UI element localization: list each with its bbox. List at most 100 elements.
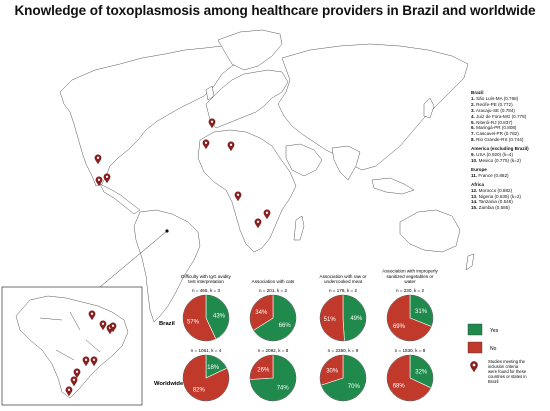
location-item: 1. São Luís-MA (0.768) bbox=[471, 96, 550, 102]
legend-yes-label: Yes bbox=[490, 328, 499, 334]
pie-label-yes: 31% bbox=[415, 309, 428, 315]
map-pin-icon bbox=[254, 218, 262, 229]
figure-title: Knowledge of toxoplasmosis among healthc… bbox=[14, 3, 536, 18]
location-text: Morocco (0.882) bbox=[477, 187, 513, 193]
pie-n-label: n = 1061, k = 4 bbox=[191, 348, 222, 353]
pie-label-yes: 66% bbox=[279, 323, 292, 329]
legend-yes-swatch bbox=[467, 323, 483, 336]
location-item: 8. Rio Grande-RS (0.744) bbox=[471, 137, 550, 143]
location-number: 3. bbox=[471, 107, 475, 113]
location-group-title: Europe bbox=[471, 166, 487, 172]
pie-n-label: n = 178, k = 2 bbox=[329, 288, 358, 293]
legend-pin-label: Studies meeting the inclusion criteria wer… bbox=[488, 359, 527, 384]
location-text: Aracaju-SE (0.784) bbox=[474, 107, 515, 113]
location-text: Nigeria (0.535) (k=2) bbox=[477, 193, 521, 199]
location-text: Recife-PE (0.772) bbox=[474, 101, 513, 107]
map-pin-icon bbox=[82, 356, 90, 367]
legend-pin-icon bbox=[470, 361, 478, 373]
location-item: 14. Tanzania (0.548) bbox=[471, 199, 550, 205]
map-pin-icon bbox=[90, 356, 98, 367]
location-number: 2. bbox=[471, 101, 475, 107]
row-label-brazil: Brazil bbox=[159, 321, 175, 327]
location-text: Rio Grande-RS (0.744) bbox=[474, 137, 524, 143]
inset-connector-dot bbox=[165, 229, 169, 233]
pie-label-yes: 32% bbox=[415, 369, 428, 375]
map-pin-icon bbox=[263, 209, 271, 220]
location-item: 4. Juiz de Fora-MG (0.778) bbox=[471, 114, 550, 120]
location-text: Mexico (0.775) (k=2) bbox=[477, 157, 521, 163]
pie-n-label: n = 1830, k = 8 bbox=[395, 348, 426, 353]
pie-label-no: 57% bbox=[187, 319, 200, 325]
legend-no-label: No bbox=[490, 346, 497, 352]
brazil-inset-shape bbox=[15, 295, 129, 399]
pie-n-label: n = 2350, k = 9 bbox=[328, 348, 359, 353]
pie-label-yes: 70% bbox=[348, 384, 361, 390]
row-label-worldwide: Worldwide bbox=[154, 381, 184, 387]
location-number: 5. bbox=[471, 119, 475, 125]
pie-label-no: 30% bbox=[326, 369, 339, 375]
location-number: 6. bbox=[471, 125, 475, 131]
map-pin-icon bbox=[99, 320, 107, 331]
location-text: Cascavel-PR (0.782) bbox=[474, 131, 519, 137]
australia-shape bbox=[399, 209, 461, 253]
map-pin-icon bbox=[88, 310, 96, 321]
map-pin-icon bbox=[227, 141, 235, 152]
location-text: USA (0.920) (k=4) bbox=[474, 152, 514, 158]
location-text: Niterói-RJ (0.837) bbox=[474, 119, 513, 125]
japan-shape bbox=[423, 97, 435, 119]
pie-label-no: 34% bbox=[255, 310, 268, 316]
madagascar-shape bbox=[293, 215, 305, 241]
uk-shape bbox=[205, 85, 215, 101]
location-text: Maringá-PR (0.808) bbox=[474, 125, 517, 131]
map-pin-icon bbox=[202, 139, 210, 150]
pie-n-label: n = 230, k = 2 bbox=[396, 288, 425, 293]
location-number: 11. bbox=[471, 172, 478, 178]
location-item: 10. Mexico (0.775) (k=2) bbox=[471, 158, 550, 164]
arabia-shape bbox=[285, 143, 323, 177]
pie-column-title: Difficulty with IgG avidity test interpre… bbox=[181, 274, 231, 284]
location-number: 10. bbox=[471, 157, 478, 163]
central-america-shape bbox=[99, 183, 141, 215]
pie-n-label: n = 201, k = 2 bbox=[259, 288, 288, 293]
location-text: Tanzania (0.548) bbox=[477, 199, 513, 205]
south-america-shape bbox=[133, 209, 201, 323]
pie-label-yes: 43% bbox=[213, 313, 226, 319]
india-shape bbox=[331, 145, 361, 181]
map-pin-icon bbox=[73, 368, 81, 379]
location-number: 4. bbox=[471, 113, 475, 119]
se-asia-islands-shape bbox=[371, 177, 415, 195]
location-number: 15. bbox=[471, 205, 478, 211]
location-number: 8. bbox=[471, 137, 475, 143]
africa-shape bbox=[197, 129, 297, 253]
map-pin-icon bbox=[109, 322, 117, 333]
location-number: 7. bbox=[471, 131, 475, 137]
pie-legend: Yes No Studies meeting the inclusion crit… bbox=[467, 323, 527, 384]
location-text: Zambia (0.585) bbox=[477, 205, 510, 211]
location-item: 9. USA (0.920) (k=4) bbox=[471, 152, 550, 158]
pie-label-no: 69% bbox=[393, 324, 406, 330]
pie-label-no: 82% bbox=[193, 388, 206, 394]
location-item: 11. France (0.882) bbox=[471, 173, 550, 179]
location-item: 7. Cascavel-PR (0.782) bbox=[471, 131, 550, 137]
map-pin-icon bbox=[65, 386, 73, 397]
pie-label-no: 51% bbox=[324, 317, 337, 323]
map-pin-icon bbox=[470, 361, 478, 373]
map-pin-icon bbox=[95, 176, 103, 187]
north-america-shape bbox=[59, 45, 251, 187]
location-text: Juiz de Fora-MG (0.778) bbox=[474, 113, 527, 119]
pie-n-label: n = 465, k = 3 bbox=[192, 288, 221, 293]
map-pin-icon bbox=[70, 376, 78, 387]
greenland-shape bbox=[217, 29, 283, 71]
location-list: Brazil 1. São Luís-MA (0.768) 2. Recife-PE… bbox=[471, 90, 550, 211]
pie-charts: Difficulty with IgG avidity test interpre… bbox=[154, 269, 439, 402]
location-item: 3. Aracaju-SE (0.784) bbox=[471, 108, 550, 114]
location-item: 13. Nigeria (0.535) (k=2) bbox=[471, 194, 550, 200]
pie-label-no: 68% bbox=[393, 384, 406, 390]
legend-no-swatch bbox=[467, 341, 483, 354]
europe-shape bbox=[205, 69, 289, 129]
location-number: 1. bbox=[471, 95, 475, 101]
pie-column-title: Association with raw or undercooked meat bbox=[320, 274, 367, 284]
location-item: 15. Zambia (0.585) bbox=[471, 205, 550, 211]
map-pin-icon bbox=[234, 191, 242, 202]
